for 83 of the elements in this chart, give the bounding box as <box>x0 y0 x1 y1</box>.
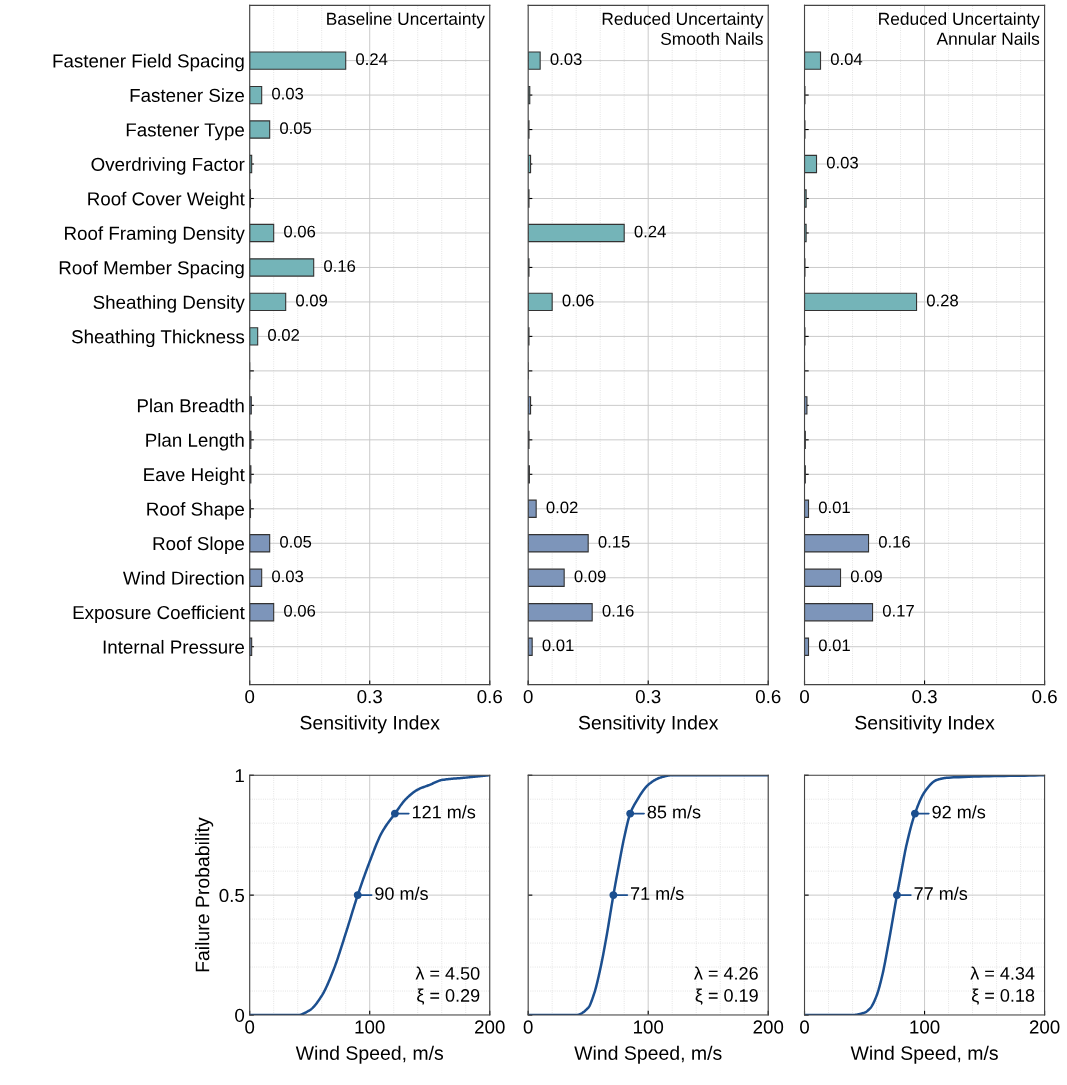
x-tick-label: 0.3 <box>912 689 937 704</box>
data-label: 0.01 <box>542 639 574 652</box>
annotation: 85 m/s <box>647 805 701 819</box>
x-tick-label: 0 <box>800 689 809 704</box>
y-tick-label: Roof Framing Density <box>65 226 245 244</box>
y-tick-label: Wind Direction <box>122 570 244 585</box>
annotation: λ = 4.34 ξ = 0.18 <box>970 966 1035 1005</box>
x-tick-label: 200 <box>475 1020 505 1034</box>
data-label: 0.03 <box>826 156 858 169</box>
x-axis-title: Wind Speed, m/s <box>574 1045 722 1064</box>
y-tick-label: Plan Length <box>146 433 244 451</box>
data-label: 0.02 <box>268 329 299 341</box>
data-label: 0.05 <box>280 535 312 548</box>
y-tick-label: Internal Pressure <box>103 639 244 654</box>
x-tick-label: 0 <box>800 1020 809 1034</box>
annotation: 90 m/s <box>375 886 428 900</box>
y-tick-label: Exposure Coefficient <box>73 605 245 623</box>
x-tick-label: 0.6 <box>755 689 781 704</box>
y-tick-label: Eave Height <box>144 467 245 486</box>
y-tick-label: Fastener Size <box>130 88 244 103</box>
x-tick-label: 0 <box>523 689 533 704</box>
data-label: 0.16 <box>602 604 634 617</box>
data-label: 0.16 <box>878 535 910 548</box>
data-label: 0.06 <box>562 294 594 307</box>
x-tick-label: 200 <box>753 1020 784 1034</box>
x-tick-label: 0 <box>523 1020 533 1034</box>
x-tick-label: 100 <box>910 1020 940 1034</box>
y-tick-label: Sheathing Density <box>93 295 245 313</box>
y-tick-label: Roof Member Spacing <box>59 260 244 279</box>
y-tick-label: Fastener Type <box>126 123 244 141</box>
x-tick-label: 0.3 <box>635 689 661 704</box>
x-tick-label: 100 <box>633 1020 664 1034</box>
x-axis-title: Sensitivity Index <box>300 715 440 734</box>
x-tick-label: 200 <box>1029 1020 1060 1034</box>
y-axis-title: Failure Probability <box>195 817 214 972</box>
data-label: 0.03 <box>272 570 304 583</box>
data-label: 0.06 <box>284 604 316 617</box>
data-label: 0.04 <box>830 53 863 66</box>
y-tick-label: Sheathing Thickness <box>71 329 245 348</box>
annotation: 121 m/s <box>412 805 476 819</box>
data-label: 0.24 <box>356 53 388 66</box>
y-tick-label: 1 <box>235 769 244 783</box>
data-label: 0.15 <box>598 535 630 548</box>
annotation: λ = 4.26 ξ = 0.19 <box>694 966 758 1005</box>
x-tick-label: 0.6 <box>1032 689 1057 704</box>
annotation: 71 m/s <box>630 886 684 900</box>
data-label: 0.09 <box>574 570 606 583</box>
y-tick-label: 0 <box>235 1008 245 1022</box>
data-label: 0.02 <box>546 501 578 514</box>
annotation: λ = 4.50 ξ = 0.29 <box>415 966 480 1005</box>
y-tick-label: Fastener Field Spacing <box>53 53 244 72</box>
y-tick-label: Plan Breadth <box>137 398 244 413</box>
y-tick-label: Roof Slope <box>153 536 244 554</box>
data-label: 0.01 <box>818 501 850 514</box>
x-tick-label: 0.3 <box>357 689 382 704</box>
x-tick-label: 100 <box>355 1020 385 1034</box>
annotation: 77 m/s <box>914 886 968 900</box>
y-tick-label: Overdriving Factor <box>91 157 245 175</box>
data-label: 0.03 <box>272 87 304 100</box>
data-label: 0.09 <box>296 294 328 307</box>
y-tick-label: Roof Cover Weight <box>88 191 245 210</box>
x-axis-title: Wind Speed, m/s <box>850 1045 998 1064</box>
data-label: 0.17 <box>882 604 914 617</box>
x-axis-title: Sensitivity Index <box>578 715 719 734</box>
chart-title: Baseline Uncertainty <box>327 12 485 29</box>
data-label: 0.24 <box>634 225 666 238</box>
y-tick-label: 0.5 <box>219 888 245 903</box>
data-label: 0.16 <box>324 260 356 272</box>
chart-title: Reduced Uncertainty Annular Nails <box>879 12 1040 45</box>
data-label: 0.09 <box>850 570 882 583</box>
x-axis-title: Sensitivity Index <box>855 715 995 734</box>
data-label: 0.28 <box>926 294 958 307</box>
chart-title: Reduced Uncertainty Smooth Nails <box>602 12 764 45</box>
x-tick-label: 0 <box>245 1020 255 1034</box>
annotation: 92 m/s <box>932 805 986 819</box>
data-label: 0.06 <box>284 225 316 238</box>
x-tick-label: 0 <box>245 689 255 704</box>
data-label: 0.01 <box>818 639 850 652</box>
data-label: 0.05 <box>280 122 312 135</box>
x-axis-title: Wind Speed, m/s <box>295 1045 444 1064</box>
y-tick-label: Roof Shape <box>147 502 244 520</box>
data-label: 0.03 <box>550 53 582 66</box>
x-tick-label: 0.6 <box>477 689 502 704</box>
